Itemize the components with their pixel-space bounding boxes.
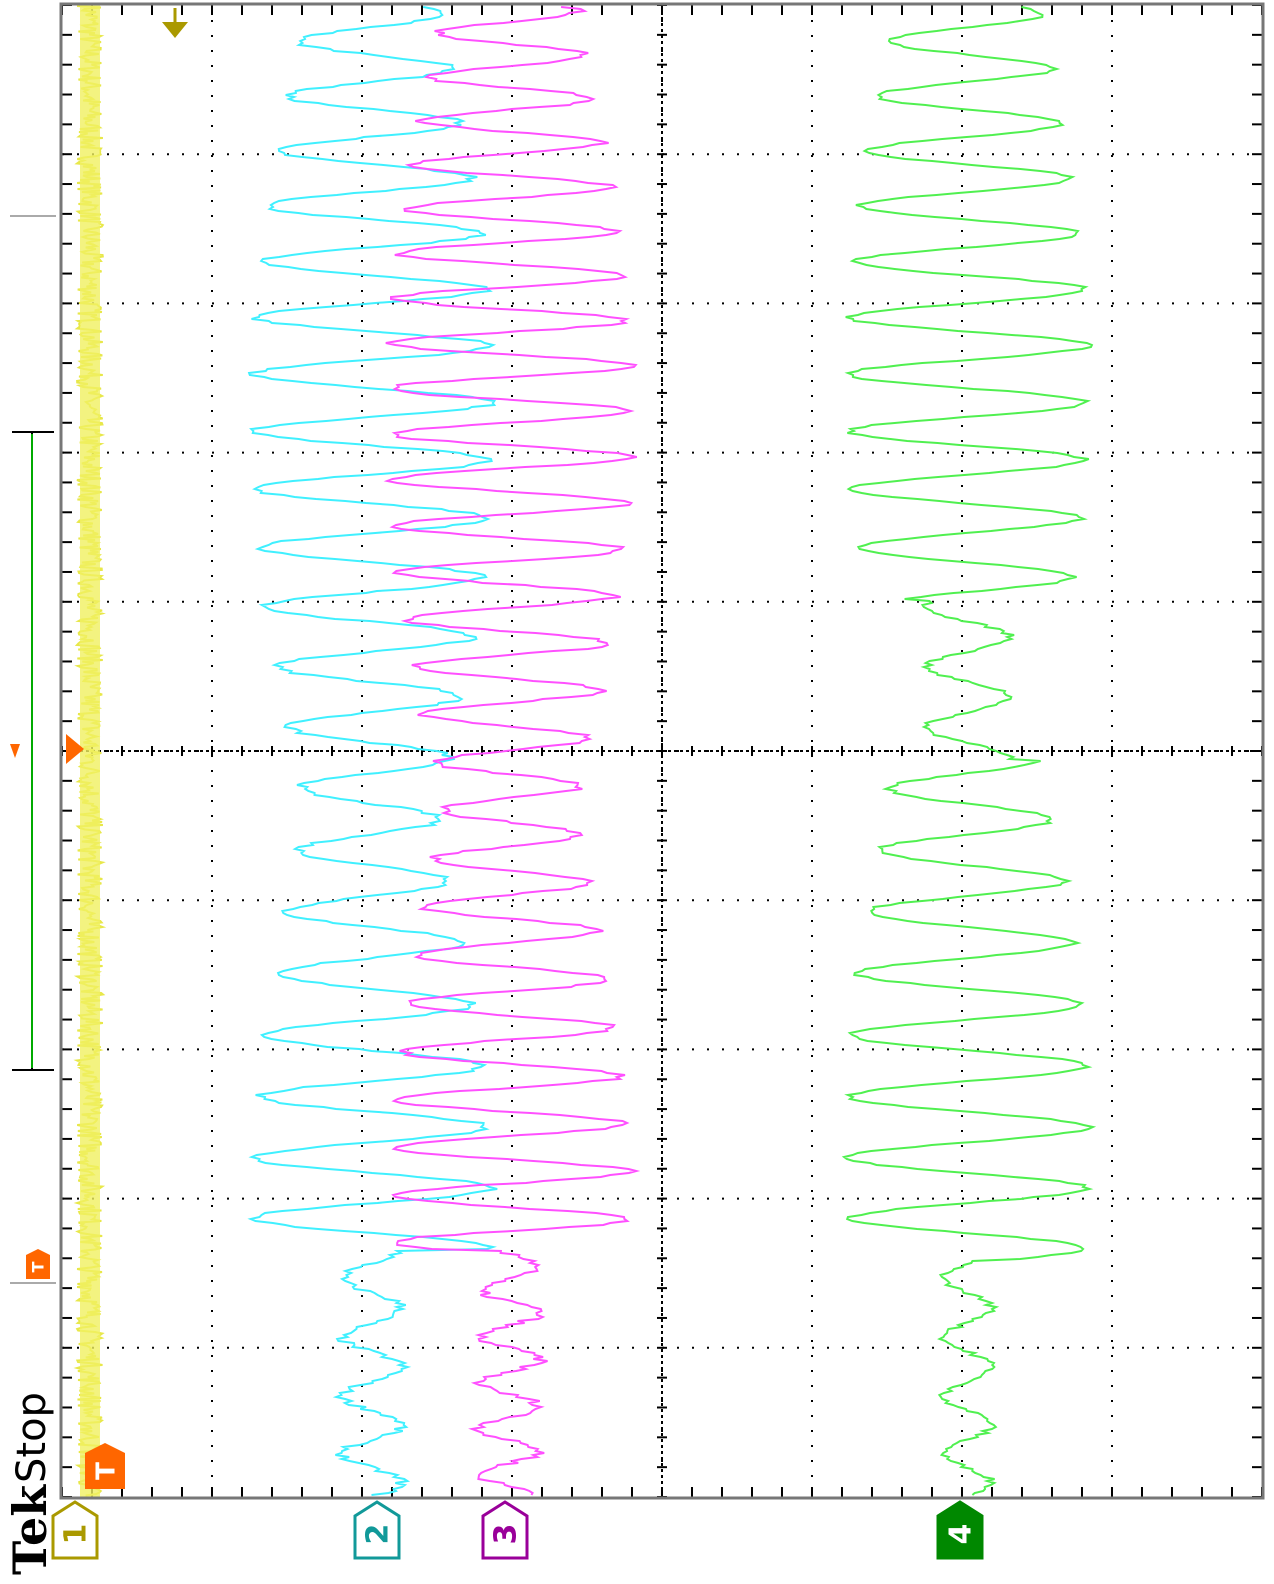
marker-shape [481,1500,529,1560]
channel-marker: 2 [353,1500,401,1560]
waveform [247,6,498,1496]
record-trigger-pointer [10,744,20,758]
acquisition-status: Stop [9,1392,55,1483]
marker-shape [26,1249,50,1279]
channel-marker: 1 [51,1500,99,1560]
waveform [841,6,1097,1496]
channel-markers: 1 2 3 4 [51,1500,984,1560]
screen-border [59,2,1265,1500]
channel-label: 4 [944,1524,979,1545]
brand: Tek [3,1484,57,1575]
status-block: Tek Stop [3,1392,57,1575]
marker-text: T [92,1462,122,1480]
waveform [383,6,641,1496]
channel-label: 2 [361,1524,396,1545]
marker-shape [51,1500,99,1560]
marker-shape [85,1443,125,1489]
channel-marker: 3 [481,1500,529,1560]
marker-shape [936,1500,984,1560]
trigger-marker: T [85,1443,125,1489]
marker-text: T [29,1261,48,1272]
trigger-position-marker [162,22,188,38]
traces [73,5,1097,1497]
channel-label: 1 [59,1524,94,1545]
channel-label: 3 [489,1524,524,1545]
trigger-marker-small: T [26,1249,50,1279]
trigger-level-marker [66,734,84,764]
channel-marker: 4 [936,1500,984,1560]
waveform-core [80,5,100,1497]
marker-shape [353,1500,401,1560]
